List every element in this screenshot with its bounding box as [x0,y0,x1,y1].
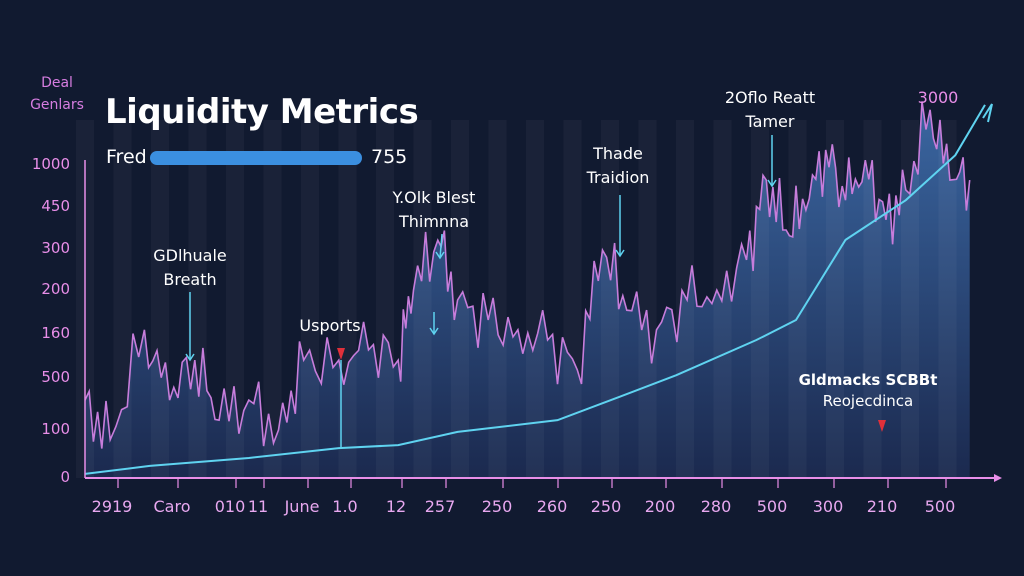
annotation-line: Thimnna [398,212,470,231]
y-tick-label: 100 [41,420,70,438]
x-tick-label: 250 [590,497,622,516]
annotation-tamer: 2Oflo Reatt Tamer [725,86,815,134]
x-tick-label: 280 [700,497,732,516]
arrow-head-icon [615,249,625,258]
x-tick-label: 257 [424,497,456,516]
top-value-label: 3000 [917,88,959,107]
annotation-rejection: Gldmacks SCBBt Reojecdinca [799,370,938,412]
annotation-line: Reojecdinca [822,392,914,410]
annotation-blest: Y.Olk Blest Thimnna [393,186,476,234]
x-tick-label: June [284,497,320,516]
annotation-line: GDlhuale [153,246,227,265]
annotation-usports: Usports [299,314,360,338]
series-area [85,101,970,479]
x-tick-label: 1.0 [332,497,358,516]
x-tick-label: 11 [247,497,269,516]
annotation-breath: GDlhuale Breath [153,244,227,292]
y-tick-label: 0 [60,468,70,486]
x-tick-label: 260 [536,497,568,516]
annotation-arrow [439,233,443,259]
arrow-head-icon [435,251,445,260]
annotation-line: Tamer [745,112,795,131]
series-line-trend [84,104,986,475]
x-tick-label: Caro [153,497,191,516]
annotation-line: Traidion [586,168,650,187]
annotation-tradition: Thade Traidion [587,142,650,190]
x-tick-label: 210 [866,497,898,516]
x-tick-label: 010 [214,497,246,516]
corner-label-line: Deal [41,75,73,91]
arrow-head-icon [429,327,439,336]
red-marker-icon [337,348,345,360]
corner-label-line: Genlars [30,97,84,113]
chart-title: Liquidity Metrics [105,92,419,132]
x-tick-label: 500 [756,497,788,516]
y-tick-label: 160 [41,324,70,342]
x-tick-label: 250 [481,497,513,516]
y-tick-label: 300 [41,239,70,257]
x-tick-label: 12 [385,497,407,516]
x-tick-label: 300 [812,497,844,516]
annotation-line: Gldmacks SCBBt [798,371,938,389]
annotation-line: Usports [299,316,361,335]
x-axis-arrow-icon [994,474,1002,482]
annotation-line: Y.Olk Blest [392,188,476,207]
series-line-purple [84,101,971,449]
arrow-head-icon [767,179,777,188]
annotation-line: 2Oflo Reatt [724,88,816,107]
legend-bar [150,151,362,165]
x-tick-label: 2919 [91,497,133,516]
y-tick-label: 500 [41,368,70,386]
y-tick-label: 200 [41,280,70,298]
y-tick-label: 1000 [31,155,70,173]
corner-label: Deal Genlars [22,72,92,116]
annotation-line: Thade [593,144,643,163]
legend-value: 755 [371,146,408,168]
arrow-head-icon [185,353,195,362]
x-tick-label: 200 [644,497,676,516]
red-marker-icon [878,420,886,432]
trend-arrowhead-icon [982,103,993,123]
x-tick-label: 500 [924,497,956,516]
y-tick-label: 450 [41,197,70,215]
annotation-line: Breath [163,270,217,289]
legend-label: Fred [106,146,147,168]
